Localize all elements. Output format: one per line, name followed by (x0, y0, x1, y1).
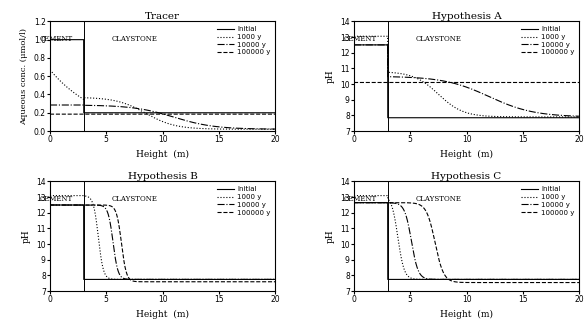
X-axis label: Height  (m): Height (m) (136, 150, 189, 159)
Legend: Initial, 1000 y, 10000 y, 100000 y: Initial, 1000 y, 10000 y, 100000 y (215, 25, 272, 57)
Bar (50, 21, 83, 131)
Text: CLAYSTONE: CLAYSTONE (416, 35, 462, 43)
Legend: Initial, 1000 y, 10000 y, 100000 y: Initial, 1000 y, 10000 y, 100000 y (519, 185, 576, 217)
Text: CEMENT: CEMENT (40, 195, 74, 203)
Legend: Initial, 1000 y, 10000 y, 100000 y: Initial, 1000 y, 10000 y, 100000 y (215, 185, 272, 217)
X-axis label: Height  (m): Height (m) (440, 150, 493, 159)
Text: CEMENT: CEMENT (344, 35, 377, 43)
Text: CLAYSTONE: CLAYSTONE (112, 35, 158, 43)
Text: CLAYSTONE: CLAYSTONE (112, 195, 158, 203)
Text: CEMENT: CEMENT (344, 195, 377, 203)
Bar (50, 182, 83, 291)
X-axis label: Height  (m): Height (m) (440, 310, 493, 319)
Title: Hypothesis A: Hypothesis A (432, 12, 502, 21)
Y-axis label: pH: pH (326, 230, 335, 243)
Legend: Initial, 1000 y, 10000 y, 100000 y: Initial, 1000 y, 10000 y, 100000 y (519, 25, 576, 57)
Title: Hypothesis B: Hypothesis B (128, 172, 198, 181)
Y-axis label: pH: pH (326, 69, 335, 83)
Text: CEMENT: CEMENT (40, 35, 74, 43)
Title: Hypothesis C: Hypothesis C (432, 172, 502, 181)
Bar (354, 21, 387, 131)
X-axis label: Height  (m): Height (m) (136, 310, 189, 319)
Text: CLAYSTONE: CLAYSTONE (416, 195, 462, 203)
Bar (354, 182, 387, 291)
Y-axis label: pH: pH (22, 230, 31, 243)
Title: Tracer: Tracer (145, 12, 180, 21)
Y-axis label: Aqueous conc. (μmol/l): Aqueous conc. (μmol/l) (20, 28, 28, 125)
